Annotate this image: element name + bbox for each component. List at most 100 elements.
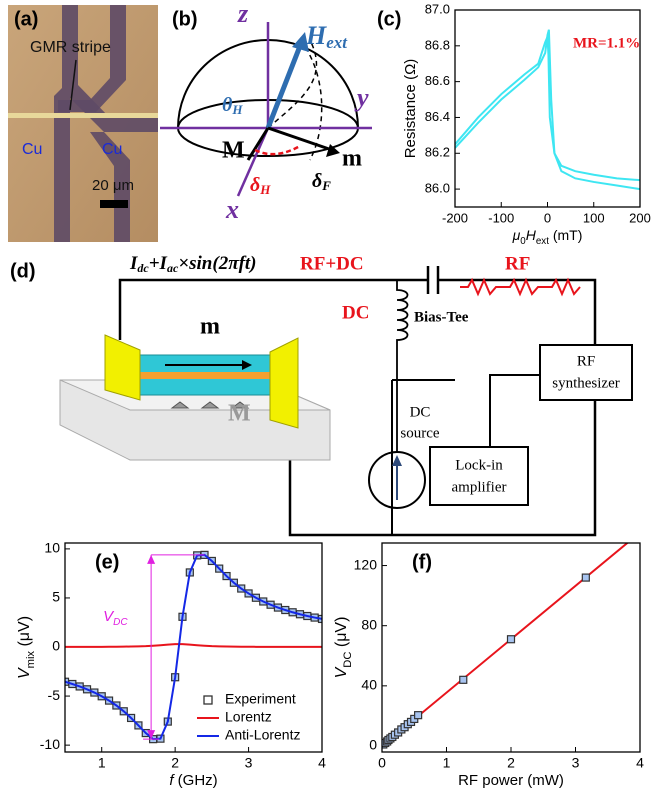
- label-part: DC: [342, 652, 354, 668]
- axis-label: z: [237, 0, 249, 28]
- scale-bar: [100, 200, 128, 208]
- y-axis-label: Vmix (μV): [16, 616, 37, 679]
- axis-label: x: [225, 195, 239, 224]
- arrowhead: [292, 32, 309, 52]
- y-tick-label: 87.0: [425, 1, 450, 16]
- chart: 0 40 80 120 0 1 2 3 4 RF power (mW) VDC (μV) (f): [333, 542, 644, 789]
- m-label: m: [342, 146, 362, 172]
- panel-d: [59, 266, 633, 537]
- y-tick-label: 86.8: [425, 37, 450, 52]
- series-line: [455, 29, 640, 191]
- big-m-arrow: [246, 127, 270, 161]
- x-axis-label: μ0Hext (mT): [512, 227, 583, 247]
- plot-frame: [381, 542, 641, 753]
- y-tick-label: -5: [48, 687, 61, 703]
- x-tick-label: 2: [171, 755, 179, 771]
- y-tick-label: 86.0: [425, 181, 450, 196]
- x-axis-label: RF power (mW): [458, 772, 564, 789]
- annotation: MR=1.1%: [573, 35, 640, 51]
- current-label: Idc+Iac×sin(2πft): [129, 253, 257, 274]
- plot-area: [65, 550, 322, 744]
- y-tick-label: 5: [52, 589, 60, 605]
- y-tick-label: 0: [369, 737, 377, 753]
- legend-swatch: [203, 695, 213, 705]
- panel-label: (c): [377, 8, 401, 30]
- delta-symbol: δ: [312, 170, 322, 192]
- label-part: 0: [520, 236, 526, 247]
- contact: [269, 337, 299, 429]
- annotation-part: DC: [113, 617, 128, 628]
- annotation-arrow: [147, 730, 156, 740]
- label-part: (μV): [333, 617, 350, 652]
- label-part: RF power (mW): [458, 772, 564, 789]
- current-subscript: ac: [167, 261, 179, 275]
- legend-label: Experiment: [225, 691, 296, 707]
- x-tick-label: 4: [636, 755, 644, 771]
- dc-source-label: source: [400, 425, 439, 441]
- theta-subscript: H: [231, 102, 243, 117]
- big-m-label: M: [222, 138, 245, 164]
- x-tick-label: 1: [443, 755, 451, 771]
- h-subscript: ext: [326, 33, 348, 52]
- label-part: μ: [512, 227, 521, 243]
- x-axis: [236, 127, 270, 197]
- wire: [118, 278, 428, 340]
- label-part: H: [526, 227, 537, 243]
- marker: [414, 711, 423, 720]
- source: [368, 451, 426, 509]
- electrode: [90, 132, 130, 242]
- cu-label: Cu: [102, 141, 122, 158]
- electrode: [54, 5, 158, 242]
- x-tick-label: -100: [488, 210, 514, 225]
- marker: [581, 573, 590, 582]
- spins: [170, 401, 250, 409]
- guide: [267, 39, 318, 129]
- label-part: mix: [25, 651, 37, 669]
- rf-dc-label: RF+DC: [300, 253, 364, 274]
- chart: 86.0 86.2 86.4 86.6 86.8 87.0 -200 -100 0 100 200 μ…: [377, 1, 651, 247]
- x-tick-label: 0: [544, 210, 551, 225]
- series-line: [65, 553, 322, 741]
- y-tick-label: 80: [361, 616, 377, 632]
- x-tick-label: 4: [318, 755, 326, 771]
- panel-d-text: (d) Idc+Iac×sin(2πft) RF+DC RF DC Bias-T…: [10, 253, 620, 495]
- stripe-label: GMR stripe: [30, 39, 111, 56]
- delta-arc: [254, 144, 301, 156]
- chart: -10 -5 0 5 10 1 2 3 4 f (GHz) Vmix (μV) (e) Experime…: [16, 540, 326, 789]
- arrowhead: [326, 144, 340, 157]
- x-axis-label: f (GHz): [169, 772, 217, 789]
- panel-label: (d): [10, 260, 36, 282]
- x-tick-label: 3: [245, 755, 253, 771]
- inductor: [396, 280, 409, 452]
- x-tick-label: 1: [98, 755, 106, 771]
- series-line: [65, 643, 322, 648]
- y-tick-label: 0: [52, 638, 60, 654]
- arrowhead: [392, 455, 402, 466]
- label-part: Resistance (Ω): [402, 59, 419, 159]
- bias-tee-label: Bias-Tee: [414, 309, 469, 325]
- cu-label: Cu: [22, 141, 42, 158]
- plot-frame: [64, 542, 323, 753]
- panel-b: (b) z Hext y θH M m x δH δF: [160, 0, 372, 224]
- pointer: [69, 59, 77, 111]
- y-tick-label: 10: [44, 540, 60, 556]
- current-part: I: [129, 253, 138, 274]
- y-tick-label: 86.2: [425, 145, 450, 160]
- h-symbol: H: [305, 21, 327, 50]
- resistor: [460, 277, 581, 297]
- label-part: (GHz): [174, 772, 218, 789]
- arrowhead: [242, 360, 252, 370]
- delta-subscript: F: [321, 178, 331, 193]
- stripe: [8, 113, 158, 118]
- plot-area: [382, 543, 629, 749]
- annotation-arrow: [147, 554, 156, 564]
- rf-label: RF: [505, 253, 530, 274]
- panel-label: (b): [172, 8, 198, 30]
- current-subscript: dc: [137, 261, 149, 275]
- plot-area: [455, 29, 640, 191]
- y-tick-label: 40: [361, 677, 377, 693]
- panel-label: (f): [412, 551, 432, 573]
- panel-a: (a) GMR stripe Cu Cu 20 μm: [8, 5, 158, 242]
- delta-f-label: δF: [312, 170, 331, 193]
